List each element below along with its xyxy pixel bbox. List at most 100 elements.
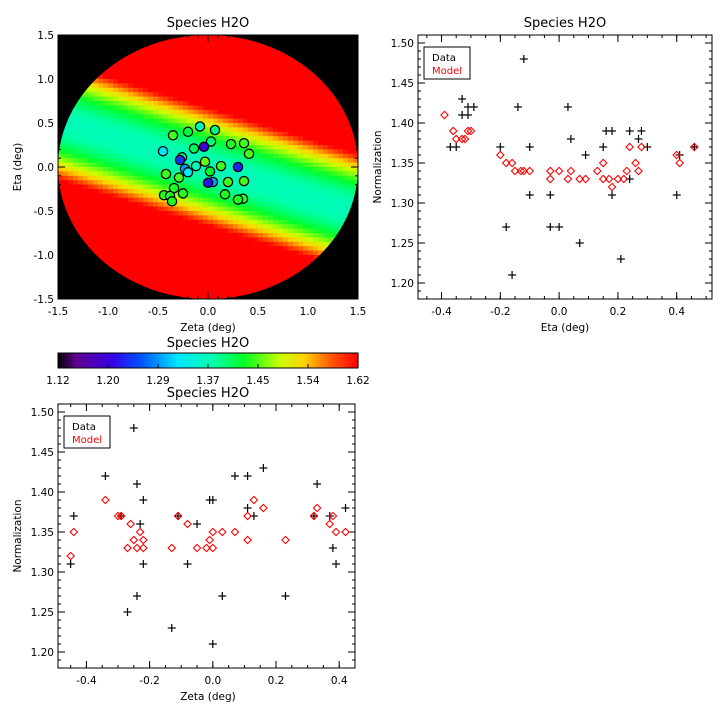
heatmap-cell (333, 175, 339, 181)
heatmap-points (157, 121, 255, 207)
heatmap-cell (288, 105, 294, 111)
heatmap-cell (203, 52, 209, 58)
heatmap-cell (98, 211, 104, 216)
heatmap-cell (73, 167, 79, 172)
heatmap-cell (233, 171, 239, 177)
colorbar-cell (152, 353, 155, 368)
heatmap-cell (118, 101, 124, 106)
heatmap-cell (273, 118, 279, 124)
heatmap-cell (203, 92, 209, 98)
heatmap-cell (113, 193, 119, 199)
heatmap-cell (213, 197, 219, 203)
heatmap-cell (243, 211, 249, 216)
heatmap-cell (193, 74, 199, 80)
colorbar-cell (346, 353, 349, 368)
heatmap-cell (148, 96, 154, 102)
heatmap-cell (268, 74, 274, 80)
heatmap-cell (313, 92, 319, 98)
heatmap-cell (163, 127, 169, 133)
heatmap-cell (163, 228, 169, 234)
heatmap-cell (248, 162, 254, 168)
heatmap-cell (238, 285, 244, 291)
heatmap-cell (163, 180, 169, 186)
heatmap-cell (278, 145, 284, 150)
heatmap-cell (198, 74, 204, 80)
heatmap-cell (323, 149, 329, 155)
heatmap-cell (268, 268, 274, 274)
heatmap-cell (343, 211, 349, 216)
heatmap-cell (133, 211, 139, 216)
model-point (689, 142, 699, 152)
heatmap-cell (208, 96, 214, 102)
heatmap-cell (248, 171, 254, 177)
heatmap-cell (108, 167, 114, 172)
zeta-scatter-title: Species H2O (167, 386, 249, 401)
heatmap-cell (253, 136, 259, 142)
data-point (101, 472, 110, 480)
heatmap-cell (298, 233, 304, 238)
heatmap-cell (63, 171, 69, 177)
heatmap-cell (268, 109, 274, 115)
heatmap-cell (98, 145, 104, 150)
heatmap-point (167, 130, 179, 141)
data-point (616, 255, 625, 263)
heatmap-cell (178, 255, 184, 260)
heatmap-cell (123, 250, 129, 256)
heatmap-cell (253, 118, 259, 124)
heatmap-cell (148, 158, 154, 164)
heatmap-cell (108, 255, 114, 260)
heatmap-cell (223, 250, 229, 256)
heatmap-cell (323, 167, 329, 172)
heatmap-cell (293, 197, 299, 203)
heatmap-cell (68, 145, 74, 150)
colorbar-cell (322, 353, 325, 368)
heatmap-cell (218, 39, 224, 45)
heatmap-cell (123, 180, 129, 186)
heatmap-cell (253, 285, 259, 291)
heatmap-cell (193, 268, 199, 274)
heatmap-cell (313, 237, 319, 243)
data-point (575, 239, 584, 247)
heatmap-cell (208, 285, 214, 291)
heatmap-cell (133, 171, 139, 177)
heatmap-cell (258, 109, 264, 115)
heatmap-cell (118, 268, 124, 274)
heatmap-cell (243, 277, 249, 282)
heatmap-cell (308, 96, 314, 102)
heatmap-cell (203, 228, 209, 234)
heatmap-cell (293, 211, 299, 216)
heatmap-point (166, 196, 178, 207)
heatmap-cell (253, 180, 259, 186)
heatmap-cell (273, 101, 279, 106)
heatmap-cell (318, 123, 324, 128)
heatmap-cell (168, 57, 174, 62)
heatmap-cell (178, 290, 184, 296)
heatmap-cell (303, 140, 309, 146)
heatmap-cell (298, 70, 304, 76)
heatmap-ylabel: Eta (deg) (12, 143, 24, 192)
heatmap-cell (203, 61, 209, 67)
heatmap-cell (278, 175, 284, 181)
heatmap-cell (213, 215, 219, 221)
heatmap-cell (283, 101, 289, 106)
data-point (458, 95, 467, 103)
heatmap-cell (248, 259, 254, 265)
heatmap-cell (118, 206, 124, 212)
heatmap-cell (313, 109, 319, 115)
colorbar-cell (154, 353, 157, 368)
heatmap-cell (258, 96, 264, 102)
heatmap-cell (313, 224, 319, 230)
heatmap-cell (138, 237, 144, 243)
heatmap-cell (173, 237, 179, 243)
heatmap-cell (133, 149, 139, 155)
heatmap-cell (73, 219, 79, 225)
heatmap-cell (228, 52, 234, 58)
heatmap-cell (348, 131, 354, 137)
heatmap-cell (128, 136, 134, 142)
colorbar-cell (340, 353, 343, 368)
colorbar-cell (276, 353, 279, 368)
tick-label: 0.2 (268, 675, 285, 687)
heatmap-cell (138, 74, 144, 80)
heatmap-cell (103, 114, 109, 120)
heatmap-cell (258, 114, 264, 120)
